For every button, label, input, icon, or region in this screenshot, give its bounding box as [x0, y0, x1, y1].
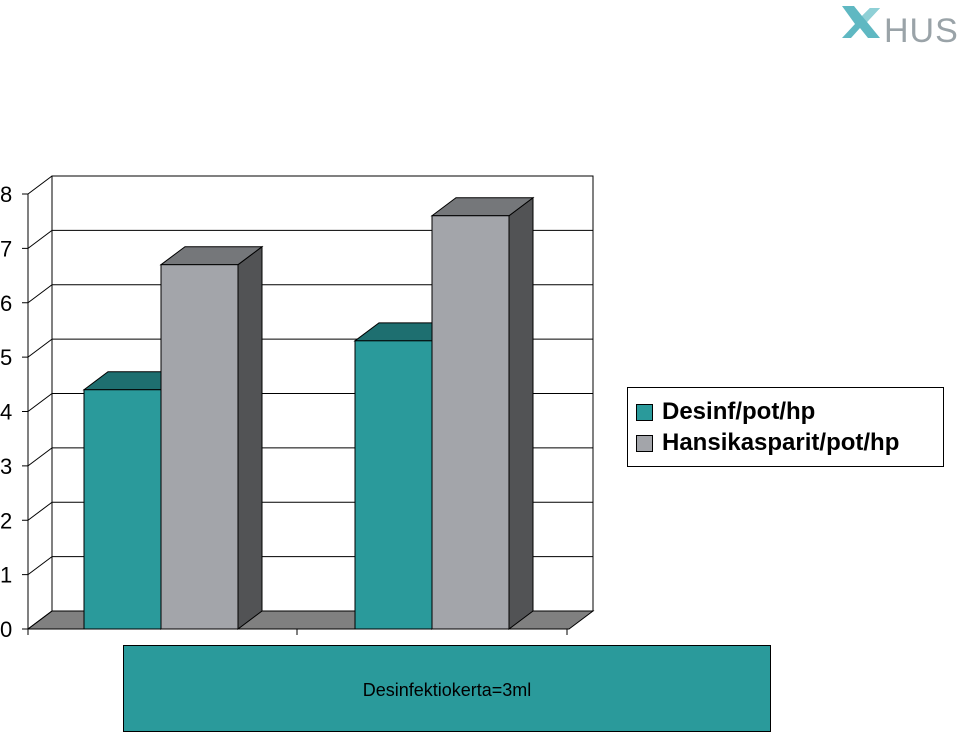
bar-hansikasparit-1-side [237, 245, 263, 630]
bar-hansikasparit-2 [430, 196, 535, 630]
bar-hansikasparit-1 [159, 245, 264, 630]
gridline-side [27, 610, 53, 630]
legend-swatch-desinf [636, 403, 653, 421]
legend: Desinf/pot/hp Hansikasparit/pot/hp [627, 387, 944, 467]
bar-hansikasparit-2-front [431, 215, 510, 630]
gridline-side [27, 556, 53, 576]
bar-desinf-2-front [354, 340, 433, 630]
bar-hansikasparit-2-side [508, 196, 534, 630]
hus-logo: HUS [838, 4, 959, 52]
bar-hansikasparit-1-front [160, 264, 239, 630]
legend-swatch-hansikasparit [636, 434, 653, 452]
gridline-side [27, 447, 53, 467]
y-tick-label: 3 [0, 454, 12, 479]
y-tick-label: 7 [0, 236, 12, 261]
gridline-side [27, 338, 53, 358]
annotation-box: Desinfektiokerta=3ml [123, 645, 771, 732]
bars [82, 196, 535, 630]
hus-logo-cross-icon [842, 6, 880, 38]
bar-desinf-1-front [83, 389, 162, 630]
y-tick-label: 8 [0, 182, 12, 207]
y-tick-labels: 0 1 2 3 4 5 6 7 8 [0, 182, 12, 642]
legend-label-hansikasparit: Hansikasparit/pot/hp [662, 429, 900, 456]
y-tick-label: 2 [0, 508, 12, 533]
legend-item-hansikasparit: Hansikasparit/pot/hp [636, 428, 899, 458]
y-tick-label: 1 [0, 563, 12, 588]
gridline-side [27, 393, 53, 412]
y-tick-label: 4 [0, 400, 12, 425]
gridline-side [27, 175, 53, 195]
legend-label-desinf: Desinf/pot/hp [662, 398, 816, 425]
hus-logo-text: HUS [884, 12, 959, 50]
legend-item-desinf: Desinf/pot/hp [636, 397, 815, 427]
gridline-side [27, 229, 53, 249]
gridline-side [27, 284, 53, 304]
y-tick-label: 5 [0, 345, 12, 370]
y-tick-label: 0 [0, 617, 12, 642]
y-tick-label: 6 [0, 291, 12, 316]
gridline-side [27, 501, 53, 521]
annotation-text: Desinfektiokerta=3ml [362, 680, 532, 700]
